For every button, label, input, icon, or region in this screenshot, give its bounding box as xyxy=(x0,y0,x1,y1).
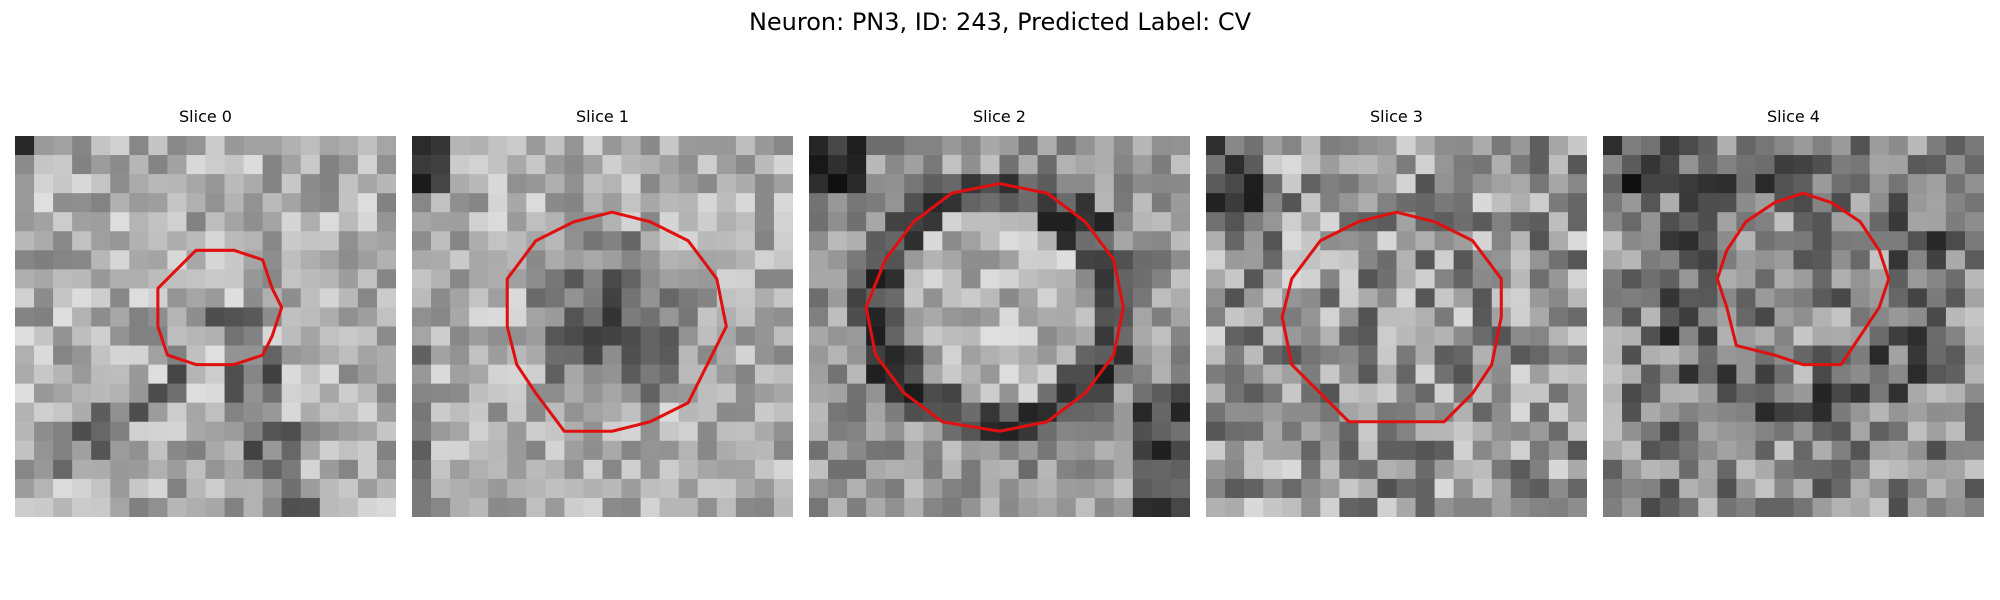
figure-title: Neuron: PN3, ID: 243, Predicted Label: C… xyxy=(748,8,1252,36)
slice-panel-1: Slice 1 xyxy=(412,106,793,517)
slice-title: Slice 4 xyxy=(1767,107,1820,126)
slice-title: Slice 1 xyxy=(576,107,629,126)
micrograph-pixels xyxy=(1603,136,1984,517)
micrograph-pixels xyxy=(412,136,793,517)
segmentation-contour xyxy=(1280,210,1503,424)
slice-title: Slice 3 xyxy=(1370,107,1423,126)
slice-image xyxy=(809,136,1190,517)
segmentation-contour xyxy=(864,182,1125,433)
slice-image xyxy=(15,136,396,517)
slice-title: Slice 2 xyxy=(973,107,1026,126)
slice-panel-2: Slice 2 xyxy=(809,106,1190,517)
micrograph-pixels xyxy=(1206,136,1587,517)
segmentation-contour xyxy=(505,210,728,433)
segmentation-contour xyxy=(1715,191,1891,367)
micrograph-pixels xyxy=(15,136,396,517)
micrograph-pixels xyxy=(809,136,1190,517)
segmentation-contour xyxy=(156,248,284,367)
slice-title: Slice 0 xyxy=(179,107,232,126)
slice-image xyxy=(1603,136,1984,517)
slice-image xyxy=(1206,136,1587,517)
slice-panel-3: Slice 3 xyxy=(1206,106,1587,517)
slice-panel-4: Slice 4 xyxy=(1603,106,1984,517)
slice-panel-0: Slice 0 xyxy=(15,106,396,517)
slice-image xyxy=(412,136,793,517)
